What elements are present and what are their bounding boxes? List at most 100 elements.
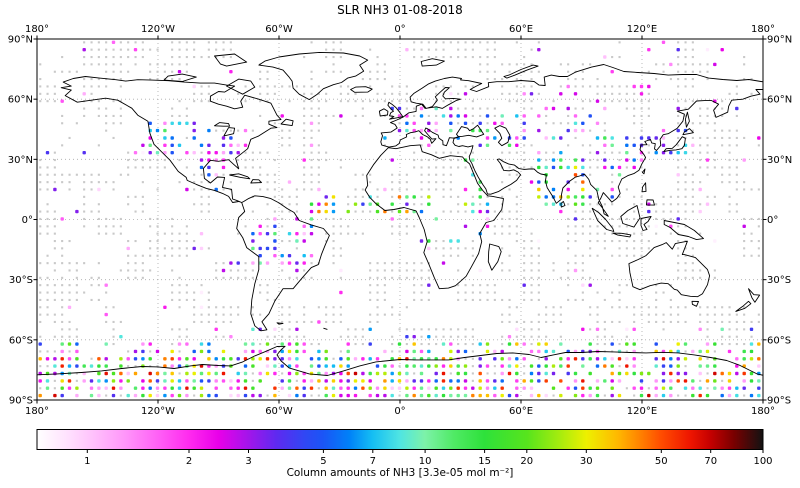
nodata-dot bbox=[171, 232, 174, 235]
data-dot bbox=[603, 165, 607, 170]
nodata-dot bbox=[185, 56, 188, 59]
nodata-dot bbox=[156, 247, 159, 250]
data-dot bbox=[346, 379, 350, 383]
data-dot bbox=[522, 128, 526, 133]
nodata-dot bbox=[119, 41, 122, 44]
data-dot bbox=[405, 202, 409, 206]
nodata-dot bbox=[369, 48, 372, 51]
data-dot bbox=[419, 114, 424, 118]
nodata-dot bbox=[669, 313, 672, 316]
data-dot bbox=[390, 202, 394, 206]
data-dot bbox=[661, 128, 666, 133]
data-dot bbox=[229, 386, 233, 390]
nodata-dot bbox=[303, 166, 306, 169]
nodata-dot bbox=[611, 92, 614, 95]
nodata-dot bbox=[376, 313, 379, 316]
nodata-dot bbox=[684, 320, 687, 323]
data-dot bbox=[177, 143, 182, 147]
lat-tick-label-right: 0° bbox=[767, 215, 778, 226]
coastline-path bbox=[280, 118, 294, 127]
data-dot bbox=[170, 386, 174, 390]
nodata-dot bbox=[523, 320, 526, 323]
nodata-dot bbox=[391, 350, 394, 353]
data-dot bbox=[133, 371, 138, 376]
nodata-dot bbox=[259, 166, 262, 169]
coastline-path bbox=[456, 124, 485, 138]
nodata-dot bbox=[479, 56, 482, 59]
nodata-dot bbox=[266, 298, 269, 301]
nodata-dot bbox=[420, 166, 423, 169]
nodata-dot bbox=[229, 41, 232, 44]
nodata-dot bbox=[684, 269, 687, 272]
data-dot bbox=[566, 364, 570, 368]
data-dot bbox=[757, 386, 761, 390]
nodata-dot bbox=[288, 210, 291, 213]
nodata-dot bbox=[567, 225, 570, 228]
nodata-dot bbox=[295, 247, 298, 250]
nodata-dot bbox=[156, 78, 159, 81]
data-dot bbox=[727, 371, 732, 376]
data-dot bbox=[397, 128, 402, 133]
nodata-dot bbox=[391, 232, 394, 235]
nodata-dot bbox=[508, 269, 511, 272]
nodata-dot bbox=[589, 63, 592, 66]
colorbar bbox=[36, 429, 764, 450]
data-dot bbox=[163, 364, 167, 368]
nodata-dot bbox=[295, 188, 298, 191]
nodata-dot bbox=[325, 100, 328, 103]
nodata-dot bbox=[691, 247, 694, 250]
nodata-dot bbox=[273, 122, 276, 125]
nodata-dot bbox=[200, 173, 203, 176]
data-dot bbox=[258, 254, 262, 258]
nodata-dot bbox=[383, 291, 386, 294]
data-dot bbox=[287, 254, 292, 258]
nodata-dot bbox=[90, 41, 93, 44]
data-dot bbox=[412, 364, 416, 368]
nodata-dot bbox=[310, 100, 313, 103]
data-dot bbox=[375, 209, 380, 214]
data-dot bbox=[419, 386, 424, 390]
nodata-dot bbox=[596, 232, 599, 235]
nodata-dot bbox=[75, 298, 78, 301]
nodata-dot bbox=[405, 217, 408, 220]
nodata-dot bbox=[222, 313, 225, 316]
data-dot bbox=[309, 217, 314, 221]
nodata-dot bbox=[743, 313, 746, 316]
nodata-dot bbox=[743, 240, 746, 243]
nodata-dot bbox=[633, 100, 636, 103]
nodata-dot bbox=[537, 298, 540, 301]
nodata-dot bbox=[435, 151, 438, 154]
nodata-dot bbox=[449, 41, 452, 44]
nodata-dot bbox=[303, 92, 306, 95]
data-dot bbox=[287, 371, 292, 376]
data-dot bbox=[566, 165, 570, 170]
nodata-dot bbox=[691, 48, 694, 51]
data-dot bbox=[507, 364, 512, 368]
data-dot bbox=[104, 371, 108, 376]
nodata-dot bbox=[523, 276, 526, 279]
nodata-dot bbox=[647, 144, 650, 147]
nodata-dot bbox=[398, 350, 401, 353]
data-dot bbox=[735, 393, 739, 398]
data-dot bbox=[500, 114, 504, 118]
nodata-dot bbox=[721, 114, 724, 117]
nodata-dot bbox=[537, 276, 540, 279]
data-dot bbox=[727, 349, 732, 354]
nodata-dot bbox=[677, 136, 680, 139]
data-dot bbox=[419, 393, 424, 398]
nodata-dot bbox=[273, 188, 276, 191]
nodata-dot bbox=[581, 254, 584, 257]
nodata-dot bbox=[149, 240, 152, 243]
nodata-dot bbox=[611, 85, 614, 88]
nodata-dot bbox=[75, 276, 78, 279]
data-dot bbox=[273, 232, 277, 236]
nodata-dot bbox=[662, 195, 665, 198]
nodata-dot bbox=[662, 291, 665, 294]
nodata-dot bbox=[420, 173, 423, 176]
data-dot bbox=[566, 128, 570, 133]
nodata-dot bbox=[259, 284, 262, 287]
nodata-dot bbox=[625, 100, 628, 103]
nodata-dot bbox=[317, 387, 320, 390]
data-dot bbox=[368, 386, 372, 390]
data-dot bbox=[273, 254, 277, 258]
